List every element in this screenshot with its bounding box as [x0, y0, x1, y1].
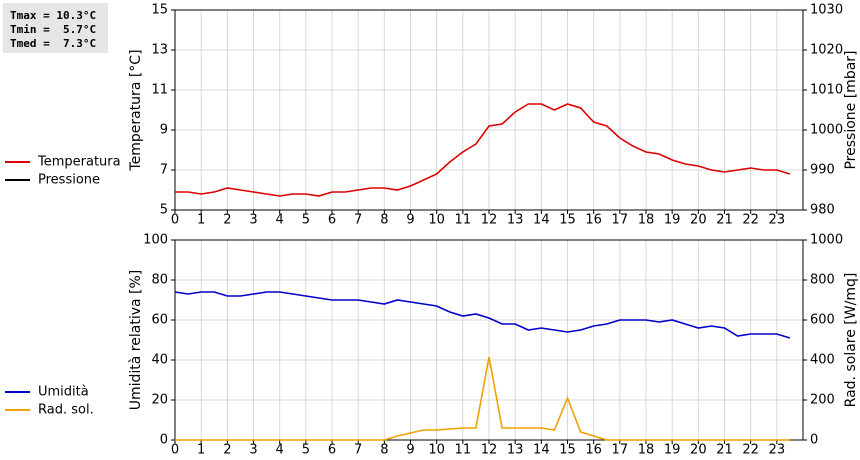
y2-tick-label: 1010 [810, 83, 843, 98]
x-tick-label: 5 [302, 213, 310, 228]
plot-frame [174, 9, 804, 211]
legend-label: Umidità [38, 385, 89, 400]
y2-tick-label: 980 [810, 203, 835, 218]
x-tick-label: 11 [455, 443, 472, 458]
data-line [175, 103, 791, 197]
y2-tick-label: 200 [810, 393, 835, 408]
x-tick-label: 18 [638, 213, 655, 228]
x-tick-label: 20 [690, 213, 707, 228]
x-tick-label: 11 [455, 213, 472, 228]
y2-tick-label: 1020 [810, 43, 843, 58]
legend-label: Rad. sol. [38, 403, 94, 418]
x-tick-label: 1 [197, 213, 205, 228]
x-tick-label: 21 [716, 443, 733, 458]
x-tick-label: 15 [559, 443, 576, 458]
y-axis-label: Temperatura [°C] [128, 49, 144, 171]
y-tick-label: 80 [151, 273, 168, 288]
stats-box [3, 3, 108, 53]
x-tick-label: 19 [664, 443, 681, 458]
y-tick-label: 60 [151, 313, 168, 328]
x-tick-label: 22 [742, 213, 759, 228]
x-tick-label: 10 [428, 443, 445, 458]
y2-axis-label: Rad. solare [W/mq] [843, 273, 859, 408]
y-tick-label: 0 [160, 433, 168, 448]
x-tick-label: 21 [716, 213, 733, 228]
x-tick-label: 7 [354, 213, 362, 228]
x-tick-label: 16 [585, 213, 602, 228]
x-tick-label: 19 [664, 213, 681, 228]
y2-tick-label: 0 [810, 433, 818, 448]
x-tick-label: 20 [690, 443, 707, 458]
y2-tick-label: 1000 [810, 233, 843, 248]
x-tick-label: 12 [481, 213, 498, 228]
y2-tick-label: 600 [810, 313, 835, 328]
legend-label: Temperatura [37, 155, 121, 170]
x-tick-label: 13 [507, 213, 524, 228]
x-tick-label: 17 [612, 213, 629, 228]
x-tick-label: 23 [769, 443, 786, 458]
x-tick-label: 13 [507, 443, 524, 458]
y-tick-label: 9 [160, 123, 168, 138]
y-tick-label: 100 [143, 233, 168, 248]
x-tick-label: 14 [533, 443, 550, 458]
y2-tick-label: 800 [810, 273, 835, 288]
y2-axis-label: Pressione [mbar] [843, 50, 859, 169]
x-tick-label: 23 [769, 213, 786, 228]
x-tick-label: 3 [249, 213, 257, 228]
x-tick-label: 18 [638, 443, 655, 458]
stat-tmax: Tmax = 10.3°C [10, 9, 96, 22]
y2-tick-label: 400 [810, 353, 835, 368]
stat-tmin: Tmin = 5.7°C [10, 23, 96, 36]
y-tick-label: 5 [160, 203, 168, 218]
stat-tmed: Tmed = 7.3°C [10, 37, 96, 50]
y2-tick-label: 990 [810, 163, 835, 178]
y-tick-label: 40 [151, 353, 168, 368]
x-tick-label: 8 [380, 213, 388, 228]
x-tick-label: 10 [428, 213, 445, 228]
x-tick-label: 14 [533, 213, 550, 228]
plot-frame [174, 239, 804, 441]
x-tick-label: 12 [481, 443, 498, 458]
y-axis-label: Umidità relativa [%] [128, 270, 144, 411]
x-tick-label: 7 [354, 443, 362, 458]
x-tick-label: 0 [171, 213, 179, 228]
x-tick-label: 9 [406, 213, 414, 228]
x-tick-label: 0 [171, 443, 179, 458]
y2-tick-label: 1030 [810, 3, 843, 18]
x-tick-label: 17 [612, 443, 629, 458]
y-tick-label: 15 [151, 3, 168, 18]
data-line [174, 291, 791, 339]
x-tick-label: 4 [276, 213, 284, 228]
x-tick-label: 6 [328, 443, 336, 458]
x-tick-label: 9 [406, 443, 414, 458]
x-tick-label: 5 [302, 443, 310, 458]
data-line [175, 356, 790, 441]
x-tick-label: 16 [585, 443, 602, 458]
y2-tick-label: 1000 [810, 123, 843, 138]
x-tick-label: 2 [223, 213, 231, 228]
x-tick-label: 2 [223, 443, 231, 458]
legend-label: Pressione [38, 173, 100, 188]
x-tick-label: 4 [276, 443, 284, 458]
y-tick-label: 20 [151, 393, 168, 408]
y-tick-label: 7 [160, 163, 168, 178]
y-tick-label: 13 [151, 43, 168, 58]
x-tick-label: 15 [559, 213, 576, 228]
x-tick-label: 1 [197, 443, 205, 458]
x-tick-label: 3 [249, 443, 257, 458]
x-tick-label: 8 [380, 443, 388, 458]
x-tick-label: 22 [742, 443, 759, 458]
x-tick-label: 6 [328, 213, 336, 228]
y-tick-label: 11 [151, 83, 168, 98]
